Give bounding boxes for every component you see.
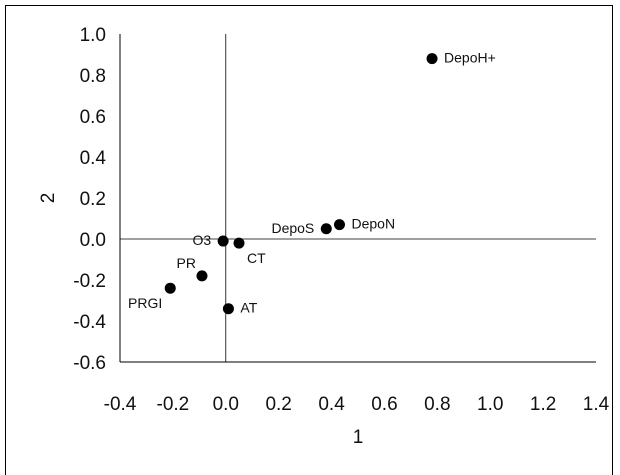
y-tick-label: 0.2 bbox=[80, 189, 106, 210]
x-tick-label: 1.2 bbox=[530, 394, 556, 415]
point-label: DepoN bbox=[351, 216, 395, 232]
scatter-chart: -0.4 -0.2 0.0 0.2 0.4 0.6 0.8 1.0 1.2 1.4 -0.6-0.… bbox=[38, 25, 610, 448]
x-tick-label: 0.0 bbox=[213, 394, 239, 415]
y-tick-label: 0.4 bbox=[80, 148, 107, 169]
x-tick-label: 1.4 bbox=[583, 394, 610, 415]
data-point bbox=[233, 237, 245, 249]
point-labels: DepoH+ DepoN DepoS O3 CT PR PRGI AT bbox=[128, 50, 496, 316]
y-axis-title: 2 bbox=[38, 193, 59, 204]
x-tick-label: 1.0 bbox=[477, 394, 503, 415]
point-label: PRGI bbox=[128, 295, 162, 311]
plot-area bbox=[119, 34, 596, 363]
y-tick-label: 0.0 bbox=[80, 230, 106, 251]
data-points bbox=[164, 53, 438, 315]
y-tick-labels: -0.6 -0.4 -0.2 0.0 0.2 0.4 0.6 0.8 1.0 bbox=[73, 25, 106, 374]
y-tick-label: 1.0 bbox=[80, 25, 106, 46]
point-label: O3 bbox=[192, 232, 211, 248]
point-label: DepoS bbox=[271, 220, 314, 236]
x-tick-label: 0.4 bbox=[318, 394, 345, 415]
x-tick-label: 0.6 bbox=[371, 394, 397, 415]
x-tick-label: 0.8 bbox=[424, 394, 450, 415]
x-tick-label: -0.4 bbox=[104, 394, 137, 415]
data-point bbox=[320, 223, 332, 235]
y-tick-label: -0.6 bbox=[73, 353, 106, 374]
y-tick-label: -0.2 bbox=[73, 271, 106, 292]
point-label: AT bbox=[240, 300, 257, 316]
data-point bbox=[222, 303, 234, 315]
data-point bbox=[196, 270, 208, 282]
x-tick-labels: -0.4 -0.2 0.0 0.2 0.4 0.6 0.8 1.0 1.2 1.4 bbox=[104, 394, 610, 415]
data-point bbox=[426, 53, 438, 65]
point-label: PR bbox=[177, 255, 196, 271]
x-tick-label: -0.2 bbox=[157, 394, 190, 415]
y-tick-label: 0.8 bbox=[80, 66, 106, 87]
x-axis-title: 1 bbox=[353, 427, 364, 448]
point-label: CT bbox=[247, 250, 266, 266]
y-tick-label: -0.4 bbox=[73, 312, 106, 333]
data-point bbox=[217, 235, 229, 247]
point-label: DepoH+ bbox=[444, 50, 496, 66]
x-tick-label: 0.2 bbox=[265, 394, 291, 415]
y-tick-label: 0.6 bbox=[80, 107, 106, 128]
data-point bbox=[333, 219, 345, 231]
chart-frame bbox=[5, 5, 613, 475]
data-point bbox=[164, 282, 176, 294]
